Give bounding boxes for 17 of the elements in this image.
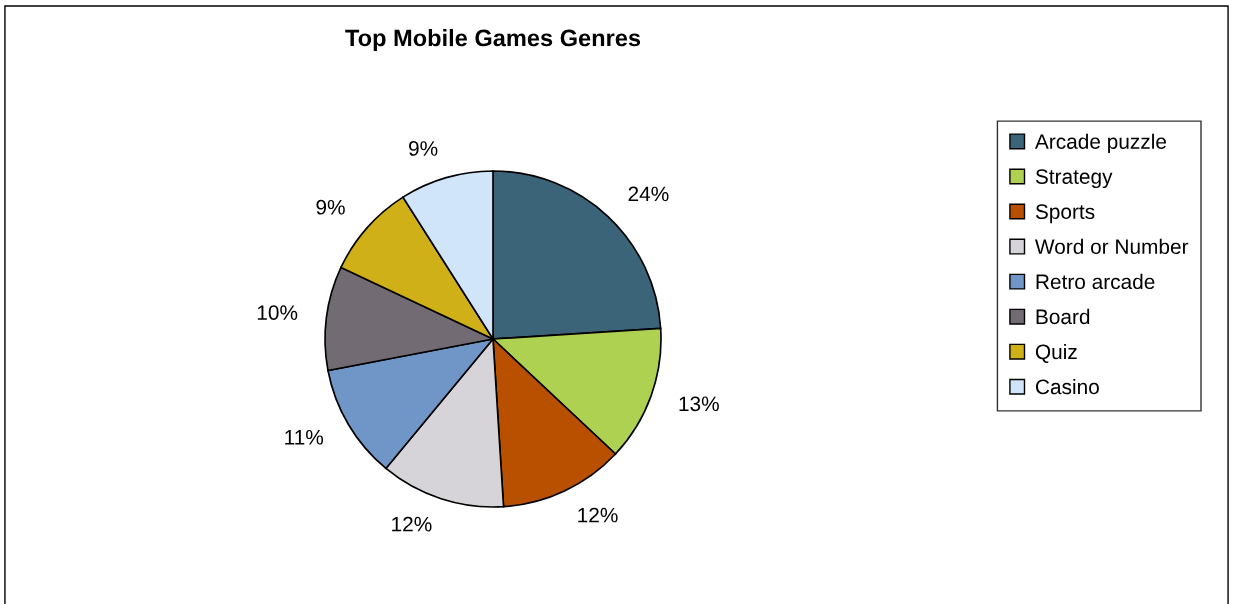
legend-label: Casino (1035, 378, 1099, 395)
data-label: 12% (578, 507, 618, 523)
legend-label: Word or Number (1035, 238, 1189, 255)
chart-title: Top Mobile Games Genres (345, 29, 641, 51)
data-label: 10% (257, 305, 298, 320)
legend-label: Sports (1035, 204, 1095, 224)
legend-label: Board (1036, 308, 1090, 325)
data-label: 24% (628, 186, 669, 202)
legend-label: Arcade puzzle (1034, 133, 1167, 154)
data-label: 11% (285, 429, 324, 445)
data-label: 9% (409, 141, 438, 156)
data-label: 12% (392, 516, 432, 532)
legend-label: Quiz (1035, 343, 1077, 363)
data-label: 13% (679, 396, 719, 412)
legend-label: Strategy (1035, 169, 1113, 189)
data-label: 9% (316, 199, 345, 215)
legend-label: Retro arcade (1036, 273, 1155, 290)
